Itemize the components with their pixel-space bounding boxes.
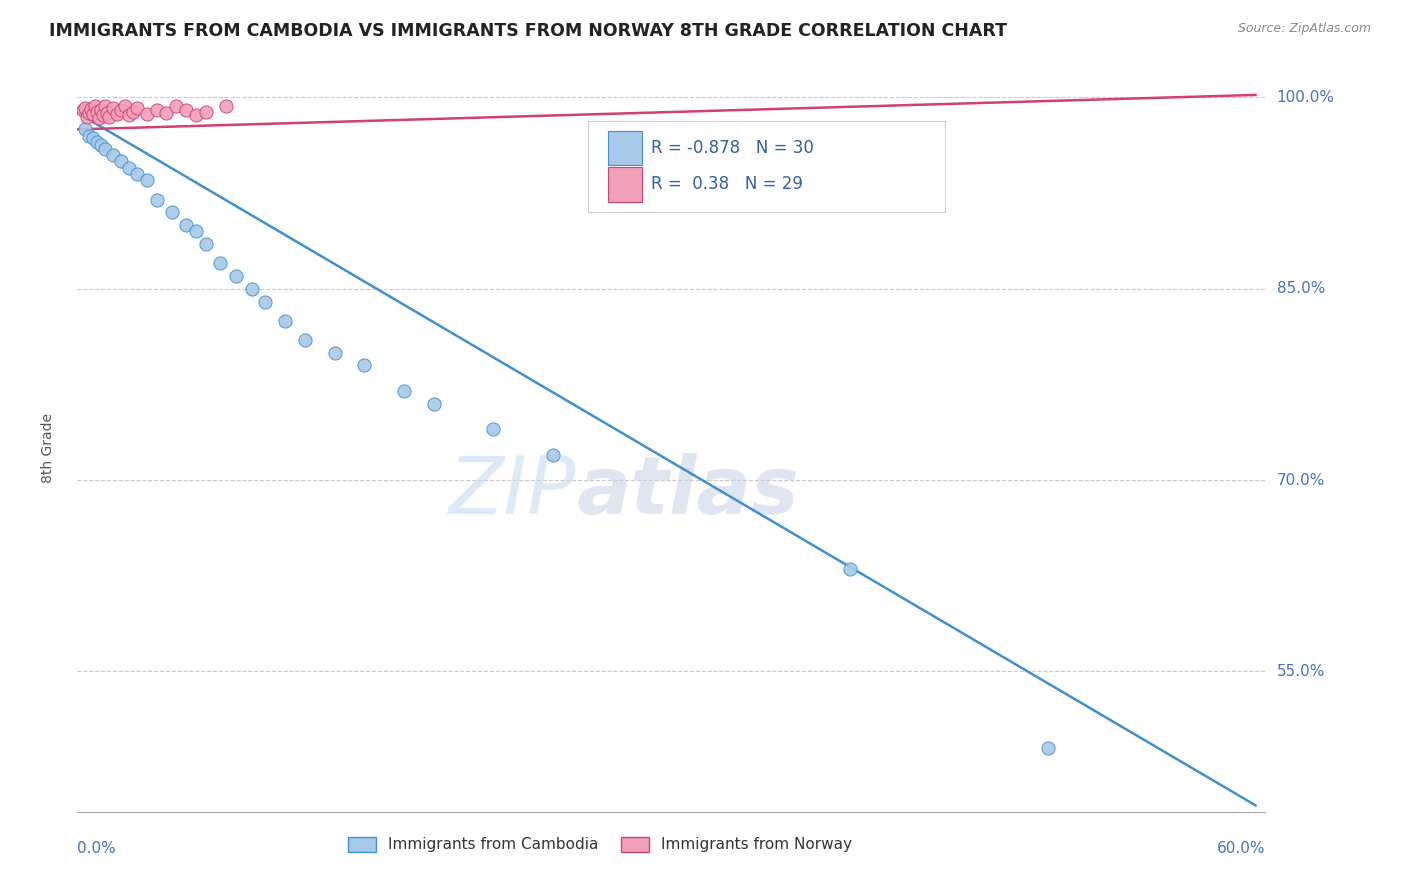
Point <box>838 562 860 576</box>
Text: 0.0%: 0.0% <box>77 841 117 855</box>
Point <box>145 103 167 118</box>
Point <box>195 237 218 252</box>
Point <box>114 99 136 113</box>
Point <box>90 103 112 118</box>
Point <box>110 154 132 169</box>
Point <box>186 108 208 122</box>
Point <box>145 193 167 207</box>
Point <box>155 105 177 120</box>
Point <box>101 148 124 162</box>
Point <box>98 110 121 124</box>
Point <box>541 448 564 462</box>
Text: 60.0%: 60.0% <box>1218 841 1265 855</box>
Point <box>105 107 128 121</box>
Point <box>72 103 94 118</box>
Point <box>94 141 117 155</box>
Point <box>323 345 346 359</box>
Point <box>135 107 157 121</box>
Text: 55.0%: 55.0% <box>1277 664 1324 679</box>
Text: 100.0%: 100.0% <box>1277 90 1334 105</box>
Point <box>165 99 187 113</box>
Point <box>1036 741 1059 756</box>
Point <box>75 122 97 136</box>
Point <box>110 103 132 118</box>
Point <box>482 422 505 436</box>
Text: R = -0.878   N = 30: R = -0.878 N = 30 <box>651 139 814 157</box>
FancyBboxPatch shape <box>609 167 641 202</box>
Text: IMMIGRANTS FROM CAMBODIA VS IMMIGRANTS FROM NORWAY 8TH GRADE CORRELATION CHART: IMMIGRANTS FROM CAMBODIA VS IMMIGRANTS F… <box>49 22 1007 40</box>
Point <box>87 111 110 125</box>
Point <box>135 173 157 187</box>
Point <box>423 396 446 410</box>
Point <box>84 99 107 113</box>
Text: 8th Grade: 8th Grade <box>41 413 55 483</box>
Point <box>186 224 208 238</box>
Point <box>118 108 141 122</box>
Text: R =  0.38   N = 29: R = 0.38 N = 29 <box>651 176 803 194</box>
Point <box>162 205 184 219</box>
Point <box>82 131 104 145</box>
Text: atlas: atlas <box>576 453 799 531</box>
Text: Source: ZipAtlas.com: Source: ZipAtlas.com <box>1237 22 1371 36</box>
Point <box>90 137 112 152</box>
Point <box>174 103 197 118</box>
Point <box>77 128 100 143</box>
Point <box>195 104 218 119</box>
Point <box>94 99 117 113</box>
Point <box>225 268 247 283</box>
Text: 85.0%: 85.0% <box>1277 281 1324 296</box>
FancyBboxPatch shape <box>588 121 945 212</box>
Point <box>86 104 108 119</box>
Point <box>294 333 316 347</box>
Text: 70.0%: 70.0% <box>1277 473 1324 488</box>
FancyBboxPatch shape <box>609 130 641 165</box>
Point <box>121 104 143 119</box>
Legend: Immigrants from Cambodia, Immigrants from Norway: Immigrants from Cambodia, Immigrants fro… <box>342 830 858 859</box>
Point <box>101 101 124 115</box>
Point <box>80 102 103 116</box>
Point <box>125 101 148 115</box>
Point <box>208 256 231 270</box>
Point <box>96 105 118 120</box>
Point <box>174 218 197 232</box>
Point <box>240 282 263 296</box>
Point <box>91 108 114 122</box>
Point <box>274 314 297 328</box>
Text: ZIP: ZIP <box>449 453 576 531</box>
Point <box>77 105 100 120</box>
Point <box>82 107 104 121</box>
Point <box>75 101 97 115</box>
Point <box>76 110 98 124</box>
Point <box>353 359 375 373</box>
Point <box>125 167 148 181</box>
Point <box>392 384 415 398</box>
Point <box>254 294 277 309</box>
Point <box>118 161 141 175</box>
Point <box>86 135 108 149</box>
Point <box>215 99 238 113</box>
